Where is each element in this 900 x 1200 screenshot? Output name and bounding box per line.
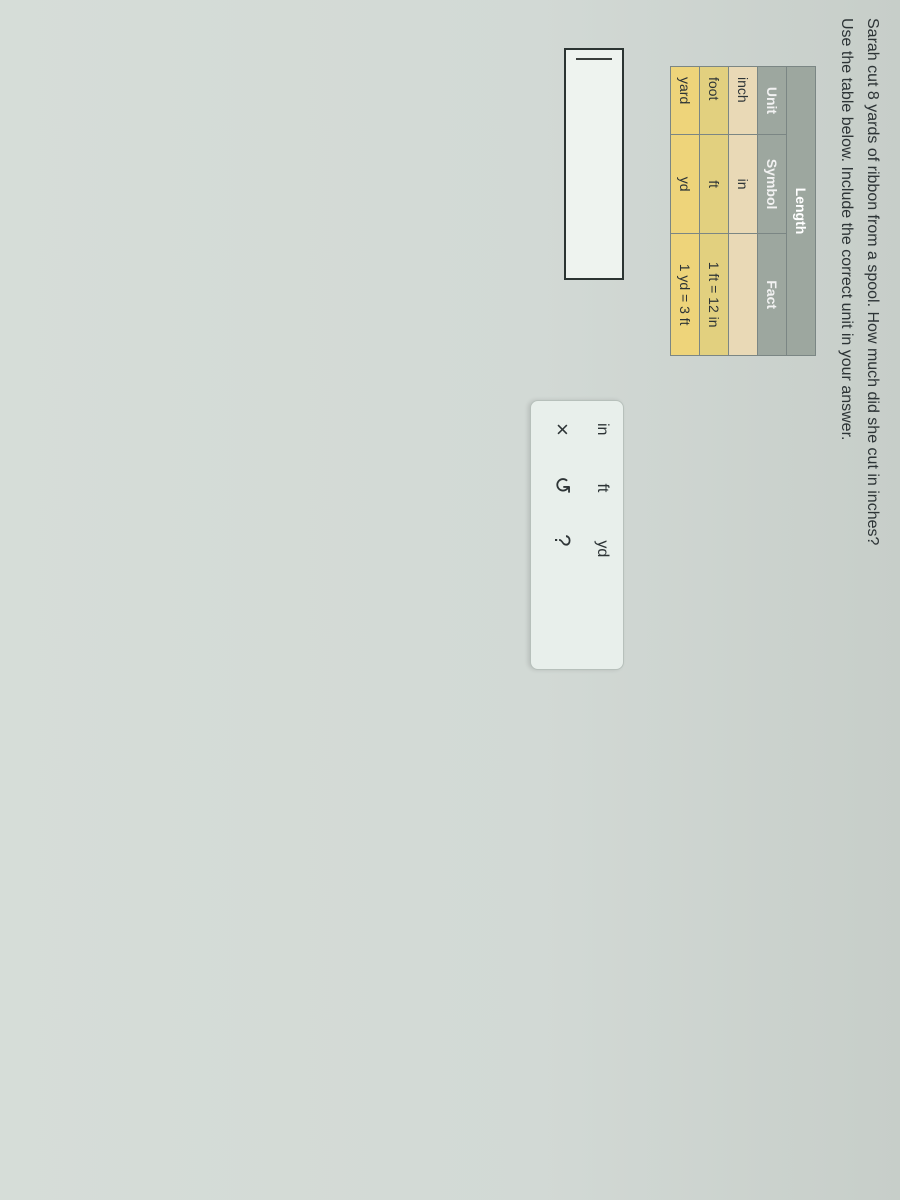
cell-unit: yard [671, 67, 700, 135]
cell-unit: inch [729, 67, 758, 135]
cell-symbol: in [729, 134, 758, 233]
help-icon[interactable]: ? [551, 534, 573, 546]
cell-fact [729, 234, 758, 356]
col-symbol: Symbol [758, 134, 787, 233]
col-unit: Unit [758, 67, 787, 135]
cell-symbol: ft [700, 134, 729, 233]
cell-symbol: yd [671, 134, 700, 233]
answer-input[interactable] [564, 48, 624, 280]
unit-ft-button[interactable]: ft [593, 483, 611, 492]
text-cursor-icon [576, 58, 612, 60]
table-row: foot ft 1 ft = 12 in [700, 67, 729, 356]
clear-icon[interactable]: × [551, 423, 573, 436]
cell-fact: 1 ft = 12 in [700, 234, 729, 356]
unit-in-button[interactable]: in [593, 423, 611, 435]
undo-icon[interactable]: ↺ [551, 476, 573, 494]
col-fact: Fact [758, 234, 787, 356]
tool-panel: in ft yd × ↺ ? [530, 400, 624, 670]
problem-text: Sarah cut 8 yards of ribbon from a spool… [834, 18, 884, 1182]
table-row: inch in [729, 67, 758, 356]
unit-yd-button[interactable]: yd [593, 540, 611, 557]
cell-fact: 1 yd = 3 ft [671, 234, 700, 356]
cell-unit: foot [700, 67, 729, 135]
table-title: Length [787, 67, 816, 356]
table-row: yard yd 1 yd = 3 ft [671, 67, 700, 356]
problem-line-2: Use the table below. Include the correct… [834, 18, 858, 1182]
problem-line-1: Sarah cut 8 yards of ribbon from a spool… [860, 18, 884, 1182]
length-table: Length Unit Symbol Fact inch in foot ft … [670, 66, 816, 356]
